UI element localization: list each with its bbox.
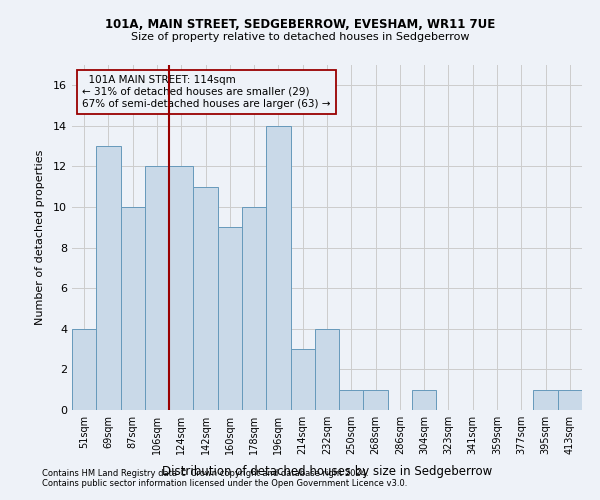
Bar — [364, 390, 388, 410]
Bar — [72, 329, 96, 410]
Bar — [558, 390, 582, 410]
Bar — [96, 146, 121, 410]
Bar — [290, 349, 315, 410]
X-axis label: Distribution of detached houses by size in Sedgeberrow: Distribution of detached houses by size … — [162, 466, 492, 478]
Text: Size of property relative to detached houses in Sedgeberrow: Size of property relative to detached ho… — [131, 32, 469, 42]
Text: 101A MAIN STREET: 114sqm
← 31% of detached houses are smaller (29)
67% of semi-d: 101A MAIN STREET: 114sqm ← 31% of detach… — [82, 76, 331, 108]
Bar — [266, 126, 290, 410]
Bar — [218, 228, 242, 410]
Bar — [169, 166, 193, 410]
Bar — [339, 390, 364, 410]
Bar — [193, 187, 218, 410]
Text: Contains HM Land Registry data © Crown copyright and database right 2024.: Contains HM Land Registry data © Crown c… — [42, 468, 368, 477]
Bar — [145, 166, 169, 410]
Y-axis label: Number of detached properties: Number of detached properties — [35, 150, 44, 325]
Bar — [412, 390, 436, 410]
Text: 101A, MAIN STREET, SEDGEBERROW, EVESHAM, WR11 7UE: 101A, MAIN STREET, SEDGEBERROW, EVESHAM,… — [105, 18, 495, 30]
Bar — [533, 390, 558, 410]
Text: Contains public sector information licensed under the Open Government Licence v3: Contains public sector information licen… — [42, 478, 407, 488]
Bar — [242, 207, 266, 410]
Bar — [121, 207, 145, 410]
Bar — [315, 329, 339, 410]
